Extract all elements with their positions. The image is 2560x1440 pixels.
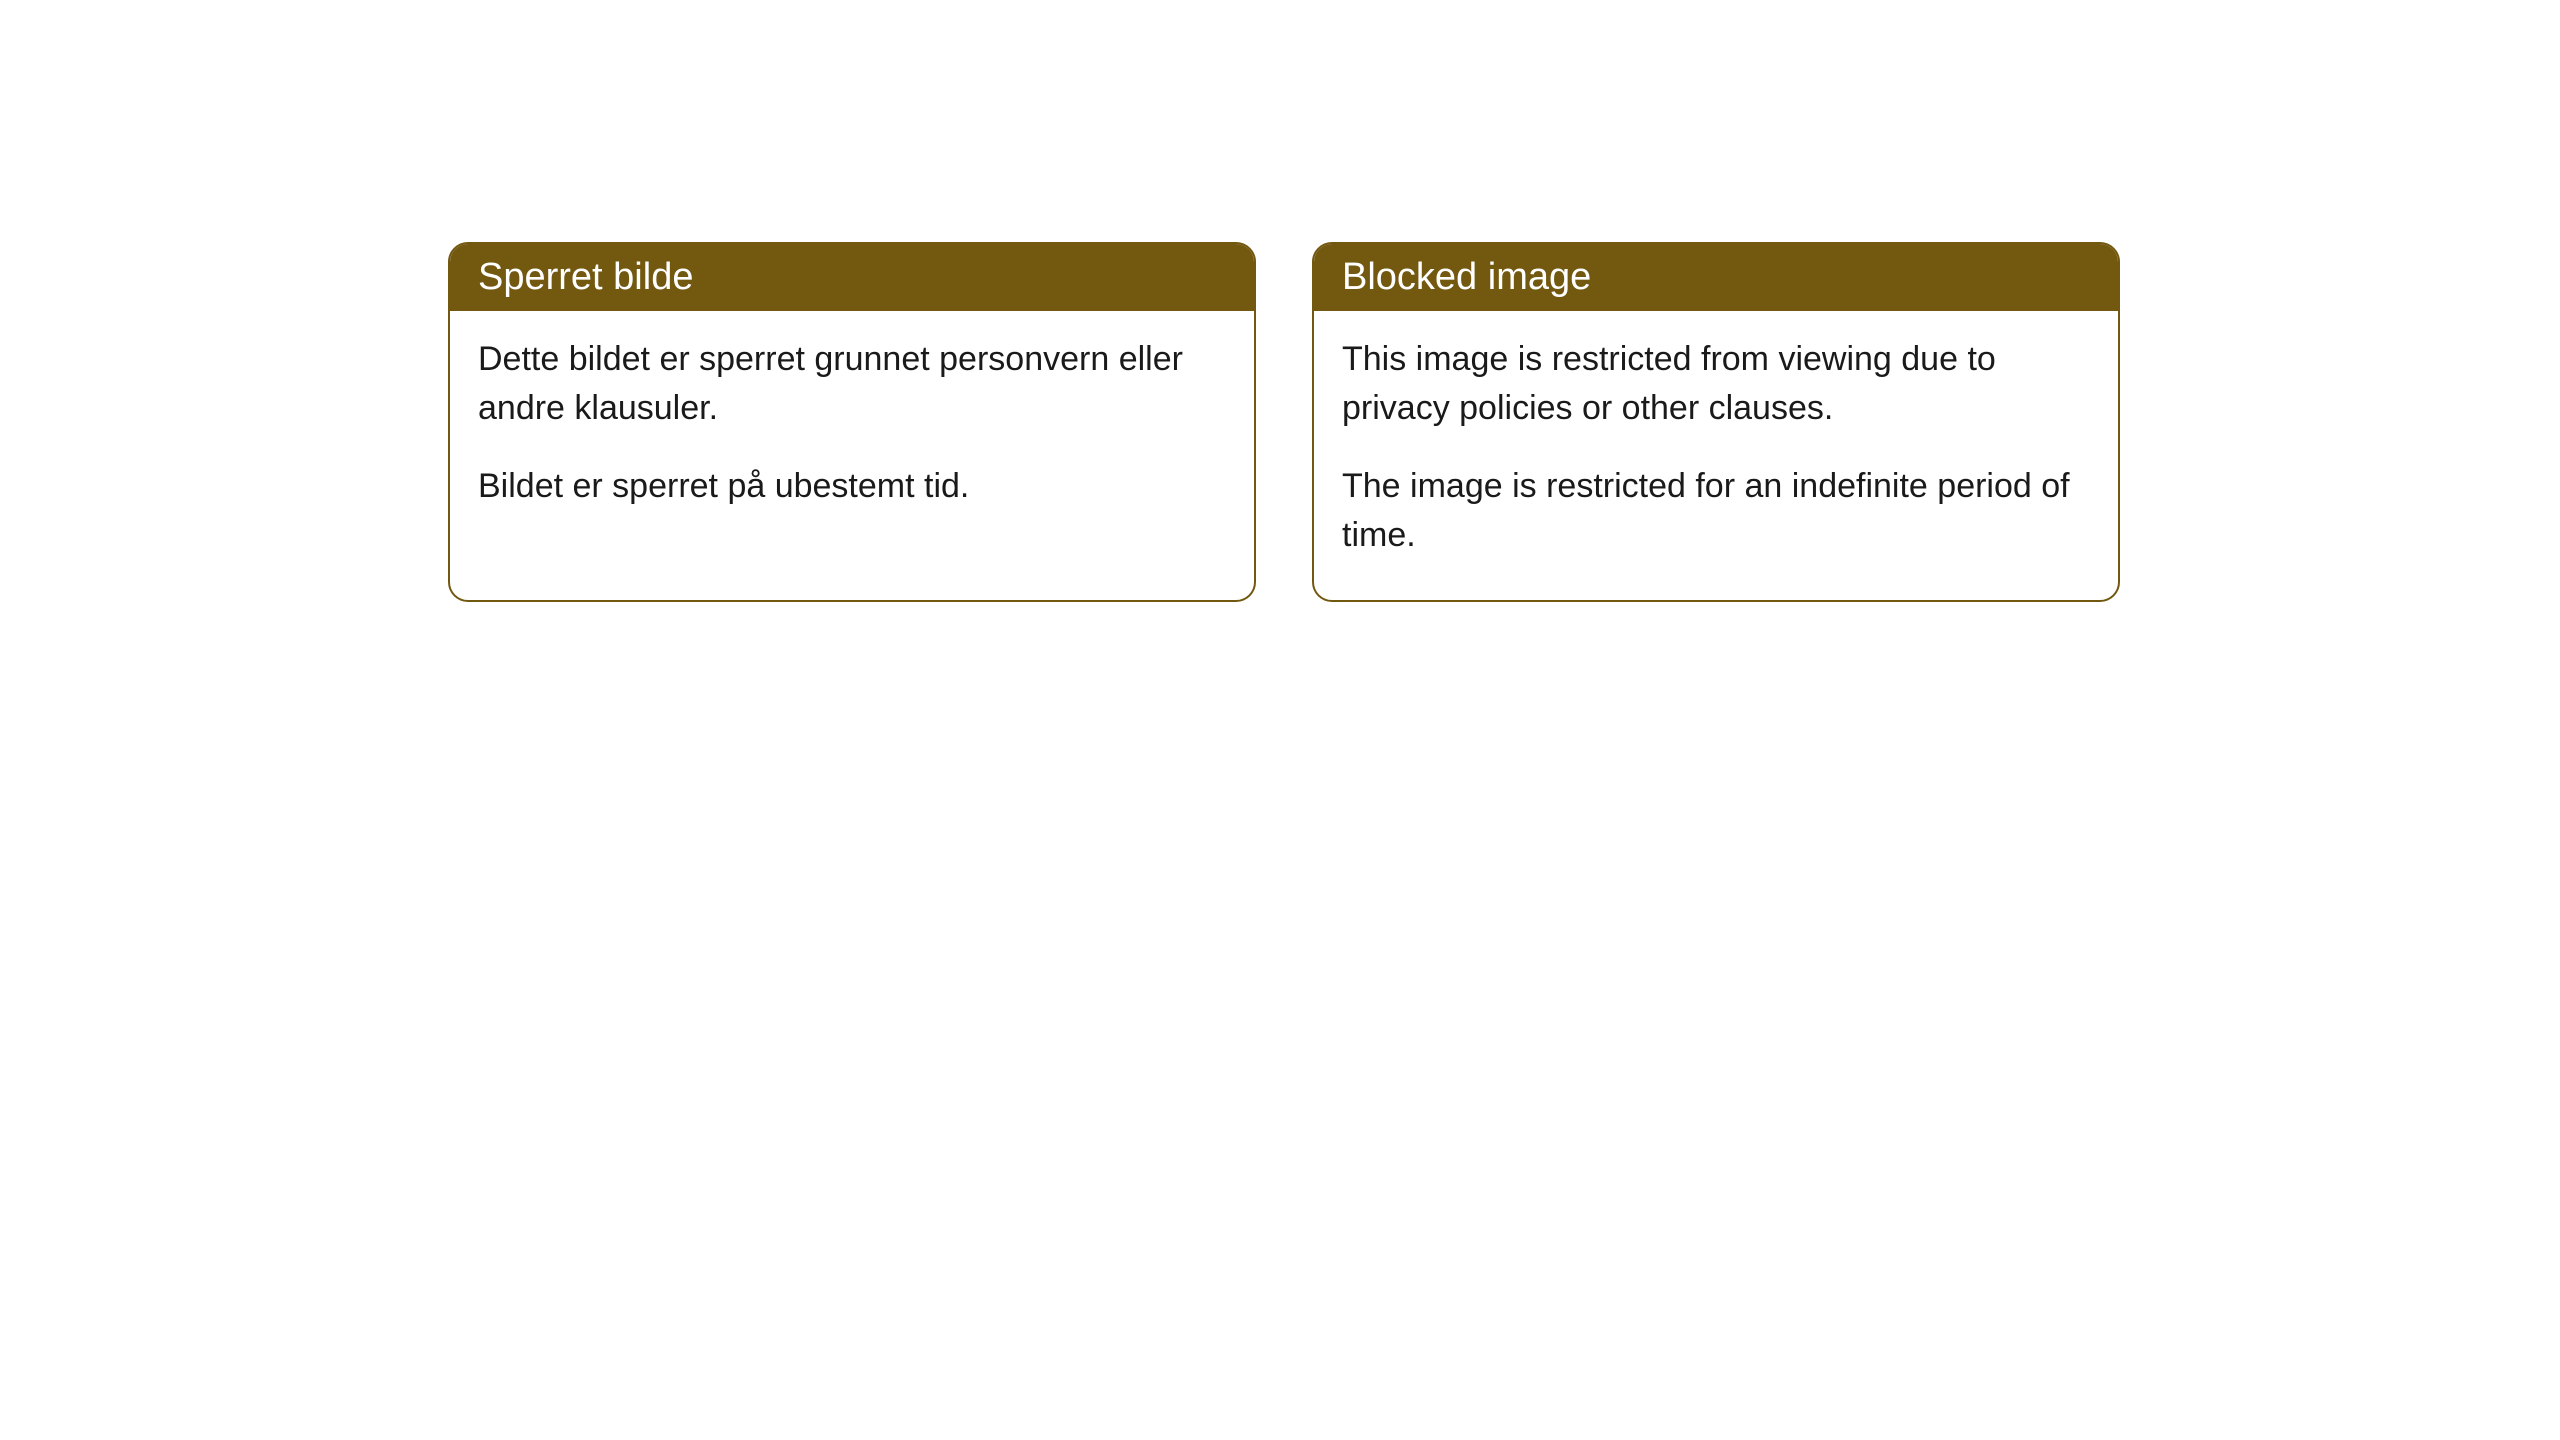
card-header: Blocked image [1314,244,2118,311]
card-paragraph: Bildet er sperret på ubestemt tid. [478,462,1226,511]
card-title: Blocked image [1342,256,1591,298]
card-header: Sperret bilde [450,244,1254,311]
card-paragraph: The image is restricted for an indefinit… [1342,462,2090,561]
card-body: Dette bildet er sperret grunnet personve… [450,311,1254,551]
blocked-image-card-norwegian: Sperret bilde Dette bildet er sperret gr… [448,242,1256,602]
blocked-image-card-english: Blocked image This image is restricted f… [1312,242,2120,602]
card-paragraph: Dette bildet er sperret grunnet personve… [478,335,1226,434]
card-title: Sperret bilde [478,256,693,298]
card-body: This image is restricted from viewing du… [1314,311,2118,600]
card-paragraph: This image is restricted from viewing du… [1342,335,2090,434]
notice-cards-container: Sperret bilde Dette bildet er sperret gr… [0,0,2560,602]
